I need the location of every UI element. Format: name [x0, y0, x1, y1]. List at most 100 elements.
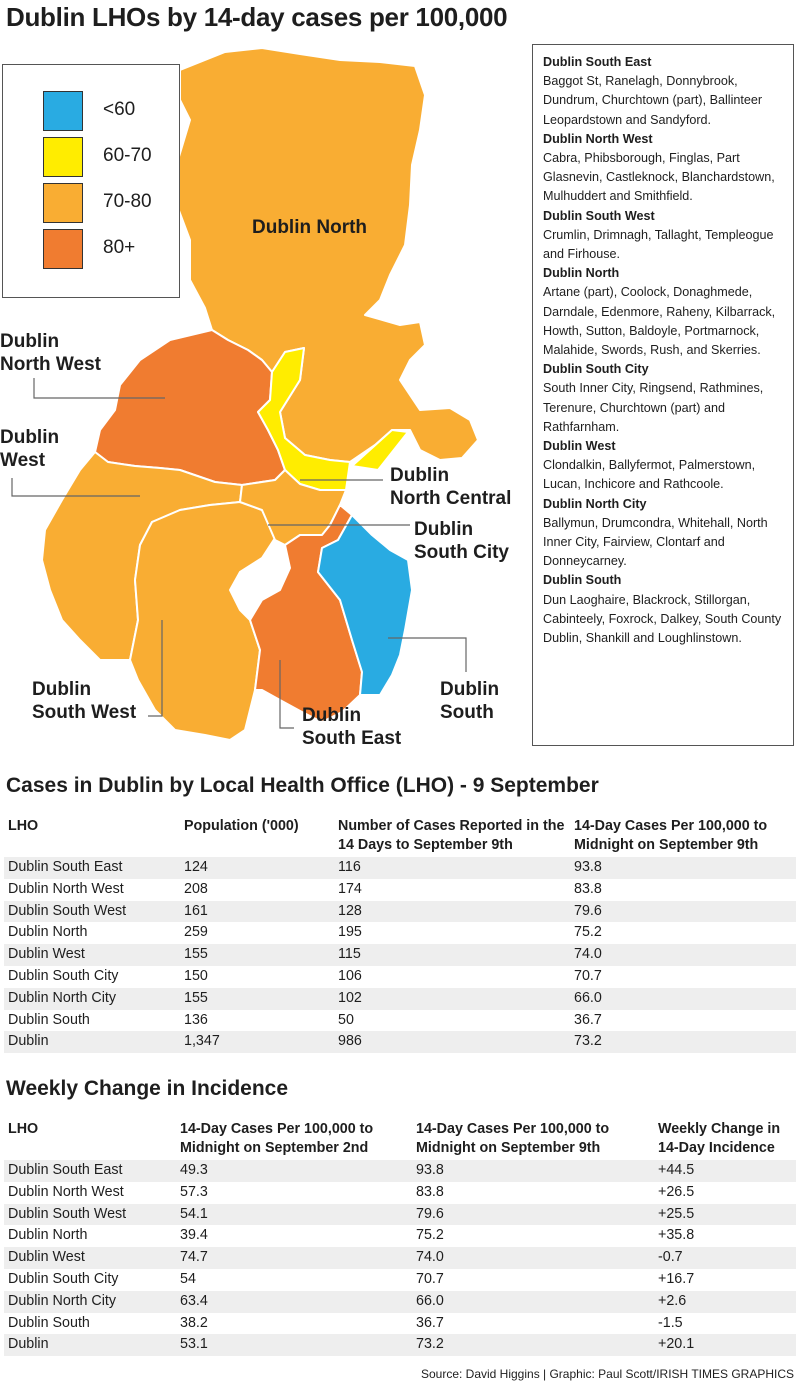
table-cell: Dublin South City — [8, 967, 119, 984]
table-cell: 155 — [184, 989, 208, 1006]
table-cell: -1.5 — [658, 1314, 683, 1331]
legend-label: <60 — [103, 99, 136, 120]
table-cell: +26.5 — [658, 1183, 695, 1200]
table-cell: 54 — [180, 1270, 196, 1287]
table-cell: 57.3 — [180, 1183, 208, 1200]
table-cell: 986 — [338, 1033, 362, 1050]
column-header: Weekly Change in 14-Day Incidence — [658, 1121, 781, 1156]
column-header: LHO — [8, 1121, 39, 1137]
area-text: Clondalkin, Ballyfermot, Palmerstown, Lu… — [543, 458, 756, 492]
label-dublin-north-west: Dublin North West — [0, 331, 101, 375]
region-dublin-north-central[interactable] — [257, 347, 351, 491]
table-cell: 39.4 — [180, 1227, 208, 1244]
lho-choropleth-map — [11, 47, 479, 741]
table-cell: -0.7 — [658, 1249, 683, 1266]
table-cell: 73.2 — [574, 1033, 602, 1050]
weekly-change-table-body: Dublin South East 49.3 93.8 +44.5 Dublin Nor… — [4, 1160, 796, 1357]
table-cell: 66.0 — [416, 1292, 444, 1309]
table-cell: Dublin South East — [8, 1162, 123, 1178]
table-cell: Dublin North West — [8, 880, 124, 897]
table-row: Dublin West 74.7 74.0 -0.7 — [4, 1247, 796, 1269]
table-cell: Dublin North West — [8, 1183, 124, 1200]
area-text: South Inner City, Ringsend, Rathmines, T… — [543, 381, 764, 434]
label-dublin-north: Dublin North — [252, 217, 368, 238]
area-entry: Dublin North Artane (part), Coolock, Dona… — [543, 264, 787, 360]
area-text: Ballymun, Drumcondra, Whitehall, North I… — [543, 515, 768, 569]
area-name: Dublin North West — [543, 131, 653, 146]
area-name: Dublin South East — [543, 55, 652, 69]
table-cell: +44.5 — [658, 1162, 695, 1178]
area-entry: Dublin North City Ballymun, Drumcondra, W… — [543, 495, 787, 572]
table-cell: Dublin South East — [8, 859, 123, 875]
column-header: 14-Day Cases Per 100,000 to Midnight on … — [574, 818, 768, 853]
table-cell: 74.7 — [180, 1249, 208, 1266]
table-cell: 208 — [184, 880, 208, 897]
table-header-row: LHO Population ('000) Number of Cases Re… — [4, 815, 796, 857]
table-cell: Dublin South West — [8, 902, 127, 919]
column-header: Population ('000) — [184, 818, 299, 834]
table-row: Dublin South West 161 128 79.6 — [4, 900, 796, 923]
table-cell: 50 — [338, 1011, 354, 1028]
legend-swatch-60-70 — [43, 137, 83, 177]
legend-label: 60-70 — [103, 145, 152, 166]
table-cell: 38.2 — [180, 1314, 208, 1331]
table-cell: +25.5 — [658, 1205, 695, 1222]
table-row: Dublin West 155 115 74.0 — [4, 944, 796, 966]
legend-label: 70-80 — [103, 191, 152, 212]
area-entry: Dublin South Dun Laoghaire, Blackrock, St… — [543, 571, 787, 648]
table-cell: 75.2 — [416, 1227, 444, 1244]
table-cell: 128 — [338, 902, 362, 919]
table-row: Dublin North 259 195 75.2 — [4, 922, 796, 944]
label-dublin-south-east: Dublin South East — [302, 705, 402, 749]
cases-table-body: Dublin South East 124 116 93.8 Dublin North … — [4, 857, 796, 1054]
area-text: Artane (part), Coolock, Donaghmede, Darn… — [543, 285, 776, 358]
label-dublin-west: Dublin West — [0, 427, 60, 471]
table-cell: 83.8 — [416, 1183, 444, 1200]
table-row: Dublin South City 150 106 70.7 — [4, 966, 796, 988]
table-row: Dublin North 39.4 75.2 +35.8 — [4, 1225, 796, 1247]
column-header: Number of Cases Reported in the 14 Days … — [338, 818, 565, 853]
table-cell: 102 — [338, 989, 362, 1006]
legend-item-80plus: 80+ — [43, 229, 173, 269]
table-cell: 70.7 — [574, 967, 602, 984]
label-dublin-south-city: Dublin South City — [414, 519, 509, 563]
table-cell: 79.6 — [574, 902, 602, 919]
table-cell: 83.8 — [574, 880, 602, 897]
table-cell: Dublin North — [8, 1227, 88, 1244]
table-row: Dublin 53.1 73.2 +20.1 — [4, 1334, 796, 1357]
table2-title: Weekly Change in Incidence — [6, 1077, 289, 1100]
table-cell: Dublin — [8, 1033, 49, 1050]
table-row: Dublin North City 63.4 66.0 +2.6 — [4, 1290, 796, 1313]
legend-swatch-70-80 — [43, 183, 83, 223]
table-cell: 195 — [338, 924, 362, 941]
table-cell: Dublin West — [8, 1249, 85, 1266]
table-cell: 161 — [184, 902, 208, 919]
leader-dublin-west — [11, 478, 140, 497]
table-cell: 70.7 — [416, 1270, 444, 1287]
legend: <60 60-70 70-80 80+ — [2, 64, 180, 298]
table-cell: 124 — [184, 859, 208, 875]
area-entry: Dublin South West Crumlin, Drimnagh, Tall… — [543, 207, 787, 265]
region-dublin-north-central-port[interactable] — [351, 429, 409, 471]
region-dublin-south[interactable] — [317, 514, 413, 696]
area-text: Baggot St, Ranelagh, Donnybrook, Dundrum… — [543, 74, 763, 127]
area-name: Dublin South City — [543, 362, 649, 377]
legend-item-lt60: <60 — [43, 91, 173, 131]
page-title: Dublin LHOs by 14-day cases per 100,000 — [6, 2, 508, 32]
table-cell: 174 — [338, 880, 362, 897]
legend-item-70-80: 70-80 — [43, 183, 173, 223]
area-name: Dublin South — [543, 573, 622, 588]
table-cell: 106 — [338, 967, 362, 984]
table-cell: 1,347 — [184, 1033, 220, 1050]
area-entry: Dublin South City South Inner City, Rings… — [543, 360, 787, 437]
table-cell: Dublin North — [8, 924, 88, 941]
table-cell: 63.4 — [180, 1292, 208, 1309]
area-text: Crumlin, Drimnagh, Tallaght, Templeogue … — [543, 227, 774, 262]
table-cell: 66.0 — [574, 989, 602, 1006]
area-name: Dublin North — [543, 266, 620, 281]
table-cell: 54.1 — [180, 1205, 208, 1222]
table-cell: +16.7 — [658, 1270, 695, 1287]
table-cell: 53.1 — [180, 1336, 208, 1353]
table-row: Dublin South East 124 116 93.8 — [4, 857, 796, 879]
area-text: Cabra, Phibsborough, Finglas, Part Glasn… — [543, 151, 775, 204]
